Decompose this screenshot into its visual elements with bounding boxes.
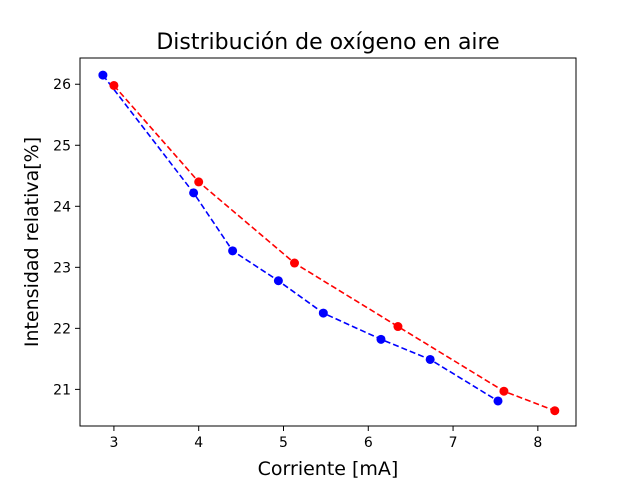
series-layer <box>98 70 560 416</box>
data-point <box>393 322 403 332</box>
y-tick-label: 23 <box>53 260 71 276</box>
data-point <box>550 406 560 416</box>
x-tick-label: 3 <box>109 435 118 451</box>
y-tick-label: 22 <box>53 321 71 337</box>
data-point <box>376 334 386 344</box>
y-tick-label: 26 <box>53 77 71 93</box>
data-point <box>228 246 238 256</box>
series-1 <box>98 70 503 406</box>
data-point <box>98 70 108 80</box>
y-tick-label: 21 <box>53 382 71 398</box>
plot-area-frame <box>79 57 577 427</box>
data-point <box>499 386 509 396</box>
y-tick-label: 25 <box>53 138 71 154</box>
x-tick-label: 5 <box>279 435 288 451</box>
chart-title: Distribución de oxígeno en aire <box>156 30 499 55</box>
data-point <box>273 276 283 286</box>
data-point <box>194 177 204 187</box>
data-point <box>189 188 199 198</box>
data-point <box>109 80 119 90</box>
data-point <box>425 354 435 364</box>
x-axis-label: Corriente [mA] <box>258 458 399 480</box>
series-2 <box>109 80 560 416</box>
data-point <box>318 308 328 318</box>
y-tick-label: 24 <box>53 199 71 215</box>
series-line <box>113 84 556 412</box>
x-tick-label: 7 <box>449 435 458 451</box>
y-axis: 21 22 23 24 25 26 <box>53 77 80 398</box>
data-point <box>290 258 300 268</box>
x-tick-label: 8 <box>533 435 542 451</box>
x-tick-label: 4 <box>194 435 203 451</box>
x-axis: 3 4 5 6 7 8 <box>109 426 542 451</box>
x-tick-label: 6 <box>364 435 373 451</box>
y-axis-label: Intensidad relativa[%] <box>21 137 43 347</box>
series-line <box>102 74 499 402</box>
data-point <box>493 396 503 406</box>
